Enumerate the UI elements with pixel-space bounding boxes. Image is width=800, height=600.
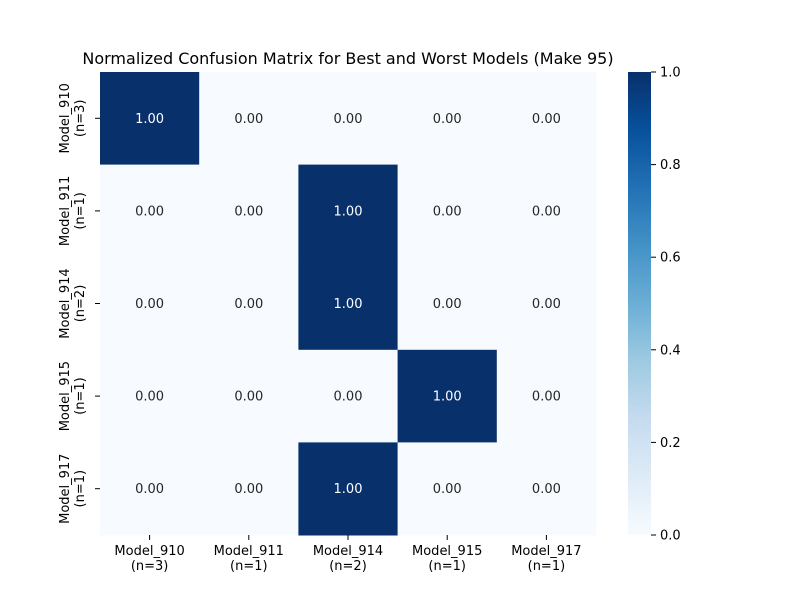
heatmap-cell [496,257,597,351]
heatmap-cell [298,442,399,536]
colorbar-tick-label: 0.4 [660,343,681,358]
x-tick-label: Model_917 (n=1) [511,544,581,574]
cell-value-label: 0.00 [234,112,263,127]
cell-value-label: 0.00 [433,112,462,127]
cell-value-label: 0.00 [532,390,561,405]
x-tick-label: Model_915 (n=1) [412,544,482,574]
heatmap-cell [100,442,200,536]
heatmap-cell [496,349,597,443]
cell-value-label: 1.00 [334,482,363,497]
x-tick-label: Model_910 (n=3) [114,544,184,574]
cell-value-label: 0.00 [433,204,462,219]
cell-value-label: 0.00 [135,390,164,405]
y-tick-label: Model_917(n=1) [58,454,88,524]
heatmap-cell [199,349,299,443]
column-axis: Model_910 (n=3) Model_911 (n=1) Model_914 (n=… [114,535,582,574]
heatmap-cell [496,164,597,258]
heatmap-cell [496,442,597,536]
colorbar: 0.0 0.2 0.4 0.6 0.8 1.0 [628,66,681,544]
heatmap-cell [397,257,498,351]
cell-value-label: 1.00 [433,390,462,405]
heatmap-cell [298,164,399,258]
x-tick-label: Model_914 (n=2) [313,544,383,574]
heatmap-cell [397,164,498,258]
cell-value-label: 0.00 [532,482,561,497]
x-tick-label: Model_911 (n=1) [214,544,284,574]
heatmap-cell [496,72,597,166]
heatmap-cell [397,72,498,166]
colorbar-ticks: 0.0 0.2 0.4 0.6 0.8 1.0 [651,66,681,544]
heatmap-cell [100,349,200,443]
cell-value-label: 1.00 [334,297,363,312]
cell-value-label: 0.00 [135,482,164,497]
heatmap-cells [100,72,597,536]
cell-value-label: 0.00 [234,297,263,312]
cell-value-label: 0.00 [433,297,462,312]
colorbar-tick-label: 1.0 [660,66,681,81]
heatmap-cell [397,442,498,536]
heatmap-cell [100,164,200,258]
cell-value-label: 0.00 [135,204,164,219]
heatmap-cell [298,349,399,443]
cell-value-label: 0.00 [334,112,363,127]
colorbar-tick-label: 0.2 [660,436,681,451]
cell-value-label: 0.00 [135,297,164,312]
heatmap-cell-labels: 1.00 0.00 0.00 0.00 0.00 0.00 0.00 1.00 0.00 0.00… [135,112,561,497]
cell-value-label: 0.00 [532,204,561,219]
heatmap-cell [199,442,299,536]
cell-value-label: 0.00 [532,297,561,312]
heatmap-cell [298,72,399,166]
y-tick-label: Model_911(n=1) [58,176,88,246]
heatmap-cell [100,72,200,166]
colorbar-tick-label: 0.6 [660,251,681,266]
y-tick-label: Model_915(n=1) [58,361,88,431]
heatmap-cell [397,349,498,443]
cell-value-label: 0.00 [334,390,363,405]
chart-title: Normalized Confusion Matrix for Best and… [82,49,613,68]
heatmap-cell [298,257,399,351]
cell-value-label: 1.00 [135,112,164,127]
heatmap-cell [100,257,200,351]
cell-value-label: 1.00 [334,204,363,219]
colorbar-tick-label: 0.0 [660,529,681,544]
colorbar-gradient [628,72,651,535]
cell-value-label: 0.00 [433,482,462,497]
cell-value-label: 0.00 [234,390,263,405]
row-axis: Model_910(n=3) Model_911(n=1) Model_914(n=… [58,83,100,524]
cell-value-label: 0.00 [234,482,263,497]
y-tick-label: Model_914(n=2) [58,268,88,338]
heatmap-cell [199,164,299,258]
cell-value-label: 0.00 [532,112,561,127]
heatmap-cell [199,72,299,166]
heatmap-cell [199,257,299,351]
cell-value-label: 0.00 [234,204,263,219]
colorbar-tick-label: 0.8 [660,158,681,173]
y-tick-label: Model_910(n=3) [58,83,88,153]
